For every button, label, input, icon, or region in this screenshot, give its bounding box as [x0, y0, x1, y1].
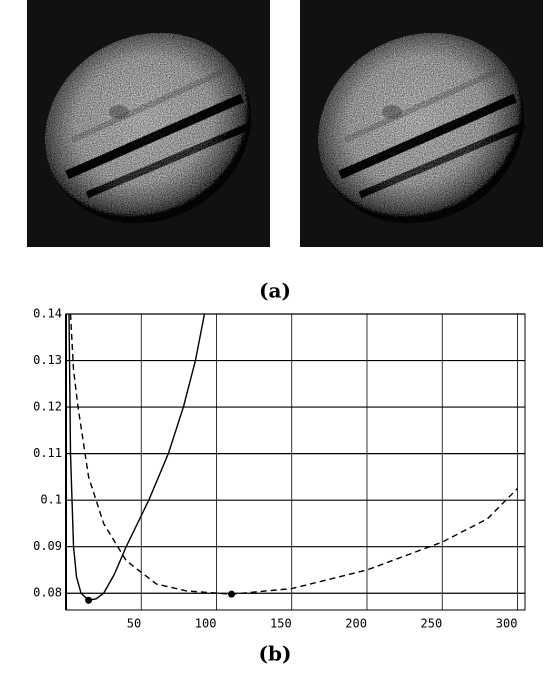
y-tick-label: 0.14 [33, 307, 62, 321]
x-tick-label: 250 [421, 617, 443, 631]
y-tick-label: 0.13 [33, 353, 62, 367]
panel-label: (a) [259, 279, 291, 303]
image-right [284, 0, 549, 259]
x-tick-label: 300 [496, 617, 518, 631]
image-left [11, 0, 285, 259]
panel-label: (b) [259, 642, 292, 666]
plot-frame [65, 313, 526, 611]
y-tick-label: 0.08 [33, 586, 62, 600]
minimum-marker [85, 596, 93, 604]
x-tick-label: 50 [127, 617, 141, 631]
minimum-marker [228, 590, 236, 598]
x-tick-label: 200 [345, 617, 367, 631]
y-tick-label: 0.11 [33, 446, 62, 460]
y-tick-label: 0.12 [33, 400, 62, 414]
x-tick-label: 100 [195, 617, 217, 631]
y-tick-label: 0.1 [40, 493, 62, 507]
line [69, 313, 518, 595]
line [68, 313, 206, 601]
y-tick-label: 0.09 [33, 539, 62, 553]
x-tick-label: 150 [270, 617, 292, 631]
plot: 0.08 0.09 0.1 0.11 0.12 0.13 0.14 50 100 150 200 25… [33, 307, 526, 631]
